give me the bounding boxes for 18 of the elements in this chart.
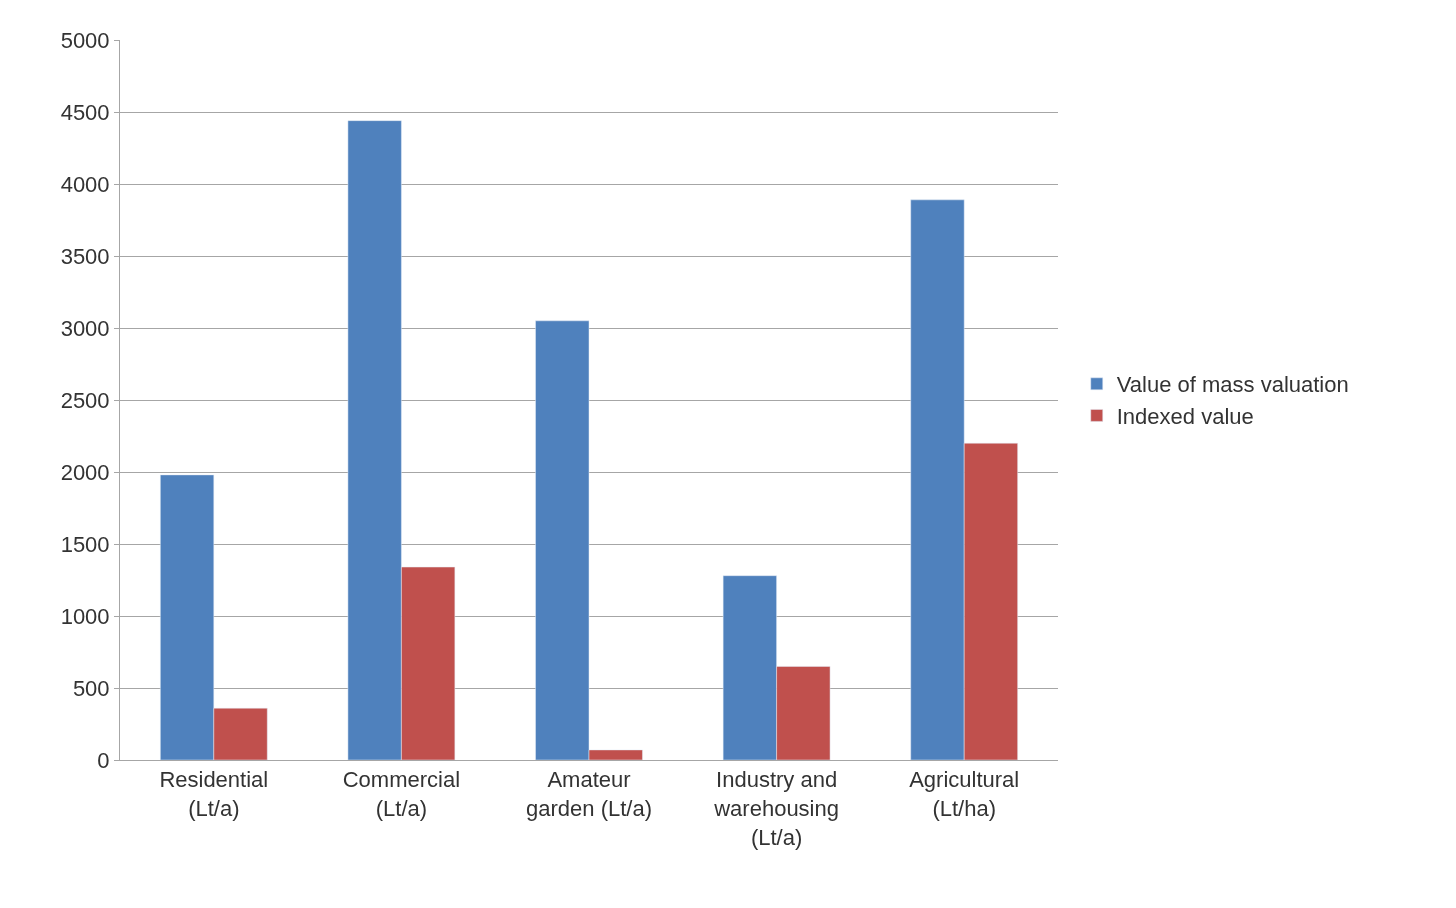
y-tick-label: 2500 — [60, 387, 110, 413]
x-tick-label: Industry and warehousing (Lt/a) — [713, 767, 839, 850]
y-tick-label: 4000 — [60, 171, 110, 197]
y-tick-label: 3500 — [60, 243, 110, 269]
y-tick-label: 5000 — [60, 27, 110, 53]
y-tick-label: 1000 — [60, 603, 110, 629]
y-tick-label: 3000 — [60, 315, 110, 341]
legend-label: Indexed value — [1116, 403, 1254, 429]
y-tick-label: 4500 — [60, 99, 110, 125]
x-tick-label: Amateur garden (Lt/a) — [526, 767, 652, 821]
x-tick-label: Commercial (Lt/a) — [342, 767, 461, 821]
y-tick-label: 2000 — [60, 459, 110, 485]
y-tick-label: 1500 — [60, 531, 110, 557]
legend-label: Value of mass valuation — [1116, 372, 1349, 398]
y-tick-label: 0 — [97, 747, 110, 773]
x-tick-label: Residential (Lt/a) — [159, 767, 269, 821]
x-tick-label: Agricultural (Lt/ha) — [909, 767, 1020, 821]
y-tick-label: 500 — [72, 675, 110, 701]
